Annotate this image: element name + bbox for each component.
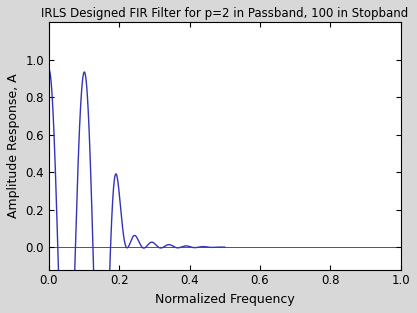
- Title: IRLS Designed FIR Filter for p=2 in Passband, 100 in Stopband: IRLS Designed FIR Filter for p=2 in Pass…: [41, 7, 409, 20]
- Y-axis label: Amplitude Response, A: Amplitude Response, A: [7, 74, 20, 218]
- X-axis label: Normalized Frequency: Normalized Frequency: [155, 293, 295, 306]
